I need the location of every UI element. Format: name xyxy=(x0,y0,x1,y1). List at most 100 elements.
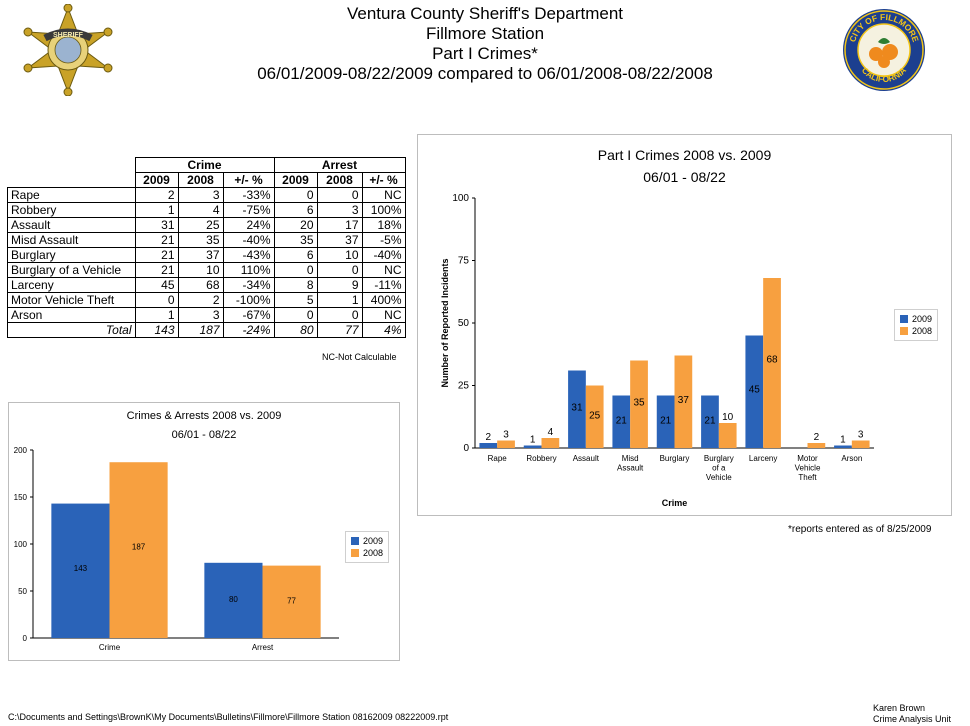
crime-arrest-table: Crime Arrest 2009 2008 +/- % 2009 2008 +… xyxy=(7,157,406,338)
data-label: 143 xyxy=(74,564,88,573)
table-cell: 9 xyxy=(316,277,363,293)
header-date-range: 06/01/2009-08/22/2009 compared to 06/01/… xyxy=(257,64,713,83)
col-header: 2008 xyxy=(316,172,363,188)
table-cell: NC xyxy=(361,307,406,323)
table-row: Robbery 1 4 -75% 6 3 100% xyxy=(7,202,406,218)
bar-2008 xyxy=(109,462,168,638)
chart2-subtitle: 06/01 - 08/22 xyxy=(171,429,237,441)
y-tick-label: 75 xyxy=(458,256,470,267)
table-cell: 20 xyxy=(273,217,318,233)
header-agency: Ventura County Sheriff's Department xyxy=(346,4,624,23)
table-cell: NC xyxy=(361,262,406,278)
table-cell: 21 xyxy=(134,262,179,278)
table-cell: 21 xyxy=(134,247,179,263)
table-column-header-row: 2009 2008 +/- % 2009 2008 +/- % xyxy=(8,172,406,188)
col-header: 2009 xyxy=(134,172,179,188)
x-tick-label: Burglary xyxy=(704,454,734,463)
table-cell: 6 xyxy=(273,247,318,263)
x-tick-label: Vehicle xyxy=(706,473,732,482)
data-label: 10 xyxy=(722,412,734,423)
bar-2009 xyxy=(204,562,263,638)
table-cell: 100% xyxy=(361,202,406,218)
x-tick-label: Vehicle xyxy=(795,464,821,473)
crimes-arrests-chart-panel: Crimes & Arrests 2008 vs. 2009 06/01 - 0… xyxy=(8,402,400,661)
table-cell: -34% xyxy=(222,277,275,293)
bar-2008 xyxy=(851,440,870,448)
table-row: Arson 1 3 -67% 0 0 NC xyxy=(7,307,406,323)
bar-2008 xyxy=(807,443,826,448)
data-label: 2 xyxy=(814,432,820,443)
table-cell: 17 xyxy=(316,217,363,233)
badge-text: SHERIFF xyxy=(53,32,84,39)
y-axis-title: Number of Reported Incidents xyxy=(440,258,450,387)
row-label: Burglary xyxy=(7,247,136,263)
table-cell: -100% xyxy=(222,292,275,308)
data-label: 187 xyxy=(132,543,146,552)
crimes-arrests-bar-chart: 0 50 100 150 200 143 187 Crime 80 77 Arrest xyxy=(14,446,339,652)
footer-file-path: C:\Documents and Settings\BrownK\My Docu… xyxy=(8,712,449,722)
row-label: Assault xyxy=(7,217,136,233)
data-label: 3 xyxy=(858,430,864,441)
x-tick-label: Crime xyxy=(99,643,121,652)
report-header: Ventura County Sheriff's Department Fill… xyxy=(200,4,770,84)
row-label: Burglary of a Vehicle xyxy=(7,262,136,278)
row-label: Robbery xyxy=(7,202,136,218)
data-label: 21 xyxy=(660,416,672,427)
table-cell: -33% xyxy=(222,187,275,203)
table-cell: 10 xyxy=(177,262,224,278)
table-cell: 5 xyxy=(273,292,318,308)
table-cell: 68 xyxy=(177,277,224,293)
table-cell: NC xyxy=(361,187,406,203)
table-body: Rape 2 3 -33% 0 0 NC Robbery 1 4 -75% 6 3 100% Assault… xyxy=(7,187,406,323)
col-header: 2008 xyxy=(177,172,224,188)
bar-2008 xyxy=(630,360,648,448)
table-cell: 0 xyxy=(316,187,363,203)
part1-crimes-chart-panel: Part I Crimes 2008 vs. 2009 06/01 - 08/2… xyxy=(417,134,952,516)
table-cell: 37 xyxy=(316,232,363,248)
table-row: Motor Vehicle Theft 0 2 -100% 5 1 400% xyxy=(7,292,406,308)
nc-note: NC-Not Calculable xyxy=(322,352,397,362)
data-label: 35 xyxy=(633,398,645,409)
bar-2009 xyxy=(745,335,764,448)
y-tick-label: 50 xyxy=(18,587,27,596)
total-cell: 187 xyxy=(177,322,224,338)
x-tick-label: Robbery xyxy=(526,454,556,463)
table-cell: 1 xyxy=(134,307,179,323)
y-tick-label: 100 xyxy=(14,540,28,549)
table-cell: 0 xyxy=(273,262,318,278)
bar-2009 xyxy=(701,395,719,448)
y-tick-label: 0 xyxy=(463,443,469,454)
chart1-subtitle: 06/01 - 08/22 xyxy=(643,169,726,185)
table-cell: 400% xyxy=(361,292,406,308)
bar-2009 xyxy=(479,443,498,448)
x-tick-label: Theft xyxy=(798,473,817,482)
col-header: 2009 xyxy=(273,172,318,188)
legend-swatch-2008 xyxy=(900,327,908,335)
bar-2009 xyxy=(51,503,110,638)
table-cell: -40% xyxy=(222,232,275,248)
city-of-fillmore-seal-icon: CITY OF FILLMORE CALIFORNIA xyxy=(843,9,925,91)
table-row: Rape 2 3 -33% 0 0 NC xyxy=(7,187,406,203)
y-tick-label: 25 xyxy=(458,381,470,392)
footer-author: Karen Brown xyxy=(873,703,926,713)
table-cell: -43% xyxy=(222,247,275,263)
legend-swatch-2008 xyxy=(351,549,359,557)
total-cell: 77 xyxy=(316,322,363,338)
table-cell: 35 xyxy=(177,232,224,248)
table-row: Larceny 45 68 -34% 8 9 -11% xyxy=(7,277,406,293)
data-label: 4 xyxy=(548,427,554,438)
legend-item-2009: 2009 xyxy=(900,313,932,325)
row-label: Motor Vehicle Theft xyxy=(7,292,136,308)
table-cell: 25 xyxy=(177,217,224,233)
y-tick-label: 150 xyxy=(14,493,28,502)
table-cell: -11% xyxy=(361,277,406,293)
bar-2008 xyxy=(497,440,515,448)
data-label: 68 xyxy=(766,355,778,366)
x-tick-label: Assault xyxy=(617,464,644,473)
data-label: 45 xyxy=(749,385,761,396)
total-label: Total xyxy=(7,322,136,338)
data-label: 80 xyxy=(229,595,238,604)
x-tick-label: Assault xyxy=(573,454,600,463)
table-cell: 0 xyxy=(316,262,363,278)
table-cell: 0 xyxy=(316,307,363,323)
